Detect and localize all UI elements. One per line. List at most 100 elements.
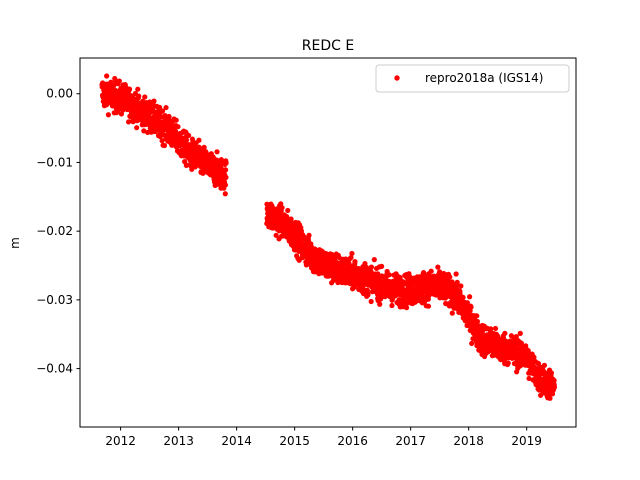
data-point — [111, 82, 117, 88]
data-point — [136, 93, 142, 99]
legend-label: repro2018a (IGS14) — [425, 71, 543, 85]
data-point — [469, 340, 475, 347]
data-point — [467, 294, 473, 300]
data-point — [196, 137, 202, 143]
y-tick-label: −0.01 — [36, 155, 73, 169]
data-point — [505, 360, 511, 366]
x-tick-label: 2012 — [105, 434, 136, 448]
data-point — [352, 259, 358, 265]
y-axis-label: m — [8, 237, 22, 249]
data-point — [104, 73, 110, 79]
data-point — [159, 138, 165, 144]
data-point — [474, 313, 480, 319]
data-point — [159, 108, 166, 114]
legend-box — [375, 64, 570, 93]
data-point — [223, 160, 229, 166]
data-point — [531, 354, 537, 360]
data-point — [428, 268, 434, 274]
data-point — [279, 205, 285, 211]
x-axis: 2012 2013 2014 2015 2016 2017 2018 2019 — [105, 427, 542, 448]
data-point — [142, 94, 148, 100]
data-point — [222, 191, 228, 197]
data-point — [365, 292, 371, 298]
data-point — [116, 78, 122, 84]
data-point — [173, 117, 179, 123]
data-point — [368, 264, 375, 270]
y-tick-label: −0.02 — [36, 224, 73, 238]
data-point — [513, 333, 519, 340]
data-point — [458, 283, 464, 289]
data-point — [161, 142, 168, 149]
x-tick-label: 2018 — [453, 434, 484, 448]
data-point — [222, 182, 229, 188]
y-tick-label: −0.04 — [36, 362, 73, 376]
data-point — [488, 326, 494, 332]
data-point — [548, 370, 555, 376]
data-point — [126, 86, 133, 92]
x-tick-label: 2019 — [511, 434, 542, 448]
data-point — [492, 325, 499, 332]
data-point — [551, 377, 557, 383]
data-point — [449, 310, 455, 316]
data-point — [125, 119, 132, 125]
data-point — [203, 149, 209, 155]
y-axis: 0.00 −0.01 −0.02 −0.03 −0.04 — [36, 87, 80, 376]
x-tick-label: 2017 — [395, 434, 426, 448]
data-point — [285, 207, 291, 214]
data-point — [135, 86, 141, 92]
data-point — [437, 269, 443, 275]
legend-marker — [394, 75, 400, 81]
y-tick-label: −0.03 — [36, 293, 73, 307]
data-point — [156, 104, 163, 110]
data-point — [186, 132, 192, 139]
data-point — [175, 124, 181, 130]
data-point — [425, 303, 432, 309]
data-point — [541, 362, 548, 368]
data-point — [368, 298, 374, 305]
chart-title: REDC E — [302, 38, 354, 54]
data-point — [105, 112, 111, 118]
data-point — [284, 214, 290, 220]
data-point — [184, 162, 190, 168]
x-tick-label: 2016 — [337, 434, 368, 448]
data-point — [377, 301, 383, 307]
data-point — [435, 264, 441, 270]
data-point — [508, 333, 514, 339]
data-point — [223, 167, 229, 173]
data-point — [386, 272, 392, 278]
data-point — [223, 174, 229, 180]
data-point — [389, 302, 395, 309]
data-point — [371, 257, 377, 263]
data-point — [502, 330, 508, 336]
data-point — [348, 254, 354, 261]
data-point — [379, 263, 385, 269]
data-point — [468, 304, 474, 310]
x-tick-label: 2015 — [279, 434, 310, 448]
data-point — [306, 232, 312, 238]
data-point — [547, 395, 553, 401]
data-point — [460, 294, 466, 301]
plot-frame — [79, 57, 577, 428]
data-point — [298, 228, 305, 234]
data-point — [273, 232, 279, 238]
data-point — [447, 274, 453, 280]
data-point — [349, 250, 355, 257]
data-point — [201, 144, 207, 150]
data-point — [183, 137, 190, 143]
data-point — [134, 125, 140, 131]
x-tick-label: 2013 — [163, 434, 194, 448]
data-point — [517, 330, 523, 336]
data-point — [453, 271, 459, 277]
data-points — [99, 73, 558, 401]
y-tick-label: 0.00 — [46, 87, 73, 101]
data-point — [420, 269, 427, 276]
x-tick-label: 2014 — [221, 434, 252, 448]
legend: repro2018a (IGS14) — [375, 64, 570, 93]
data-point — [403, 305, 410, 311]
data-point — [151, 98, 157, 104]
data-point — [551, 384, 558, 390]
data-point — [464, 300, 470, 306]
data-point — [214, 149, 220, 155]
data-point — [474, 318, 480, 325]
